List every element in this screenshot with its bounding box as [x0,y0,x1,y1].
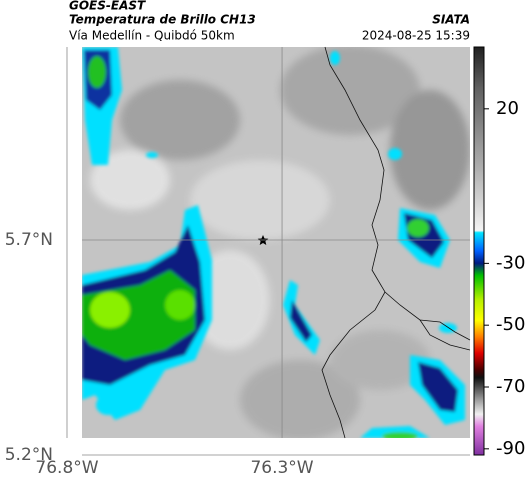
route: Vía Medellín - Quibdó 50km [69,29,235,43]
satellite-image [82,47,470,438]
colorbar-tick-label: 20 [496,98,519,119]
colorbar-tick-label: -50 [496,314,525,335]
product: Temperatura de Brillo CH13 [69,13,256,27]
agency: SIATA [432,13,470,27]
colorbar-tick-label: -90 [496,438,525,459]
colorbar [473,46,485,456]
y-tick-label: 5.7°N [5,230,53,250]
colorbar-tick-label: -30 [496,252,525,273]
x-tick-label: 76.3°W [250,458,313,478]
colorbar-tick-label: -70 [496,376,525,397]
borders [321,46,471,439]
timestamp: 2024-08-25 15:39 [362,29,470,43]
y-tick-label: 5.2°N [5,445,53,465]
graticule [66,47,470,456]
satellite: GOES-EAST [69,0,146,13]
x-tick-label: 76.8°W [35,458,98,478]
